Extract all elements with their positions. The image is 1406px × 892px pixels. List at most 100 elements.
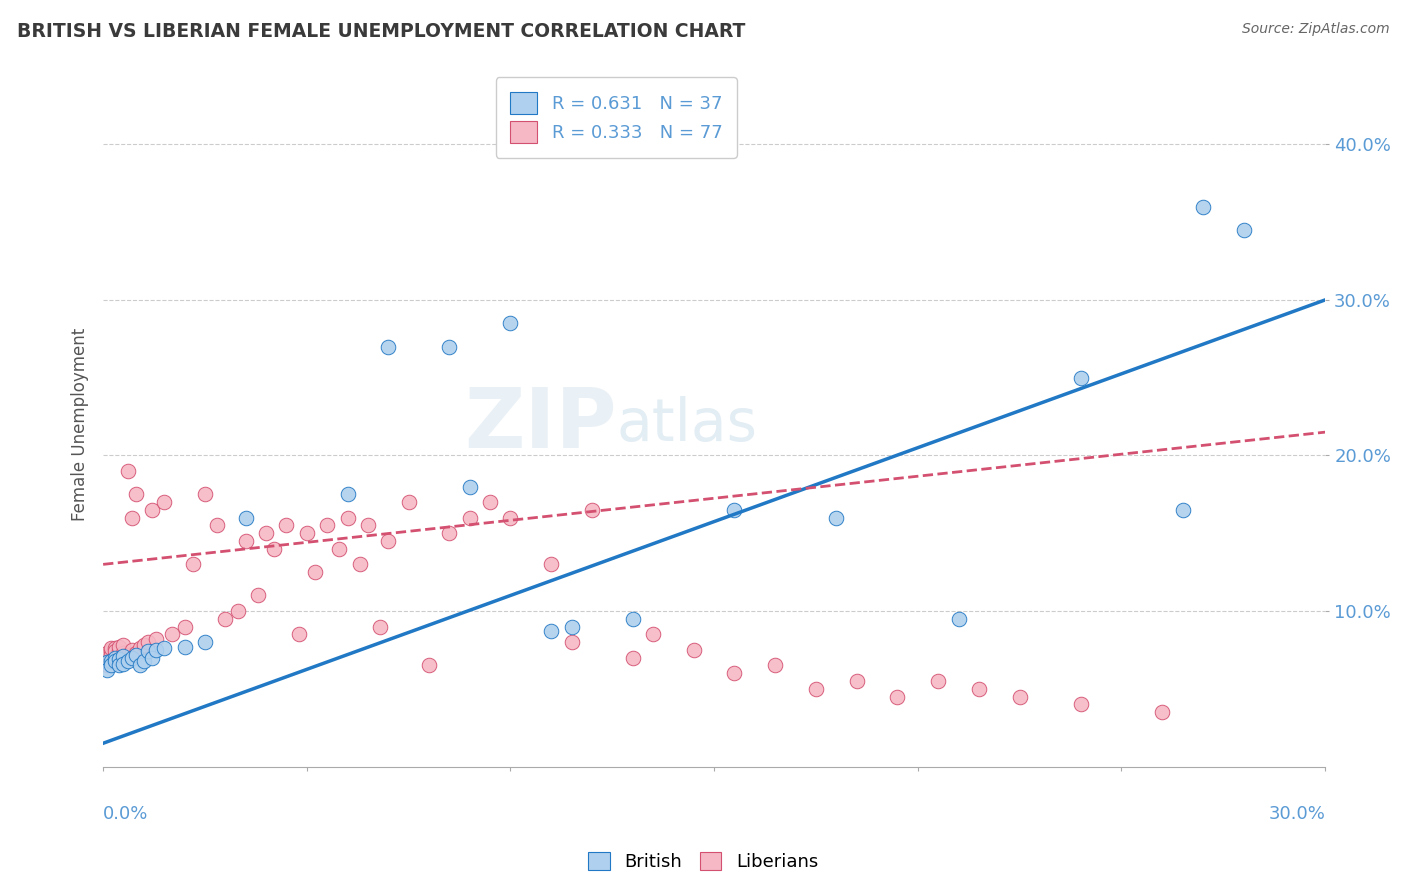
Point [173, 640, 195, 654]
Point [1070, 370, 1092, 384]
Point [235, 534, 257, 549]
Point [96, 663, 118, 677]
Point [173, 619, 195, 633]
Point [336, 487, 359, 501]
Point [100, 657, 122, 671]
Point [104, 649, 127, 664]
Point [263, 541, 285, 556]
Point [804, 681, 827, 696]
Point [499, 316, 522, 330]
Y-axis label: Female Unemployment: Female Unemployment [72, 327, 89, 521]
Point [479, 495, 502, 509]
Text: 0.0%: 0.0% [103, 805, 149, 823]
Point [276, 518, 298, 533]
Point [100, 643, 122, 657]
Point [1008, 690, 1031, 704]
Point [104, 644, 127, 658]
Point [845, 673, 868, 688]
Point [121, 650, 143, 665]
Point [235, 510, 257, 524]
Point [499, 510, 522, 524]
Point [108, 658, 131, 673]
Point [112, 646, 135, 660]
Text: atlas: atlas [616, 396, 758, 453]
Point [439, 340, 461, 354]
Point [100, 648, 122, 662]
Point [104, 654, 127, 668]
Point [336, 510, 359, 524]
Point [108, 644, 131, 658]
Point [246, 589, 269, 603]
Point [104, 650, 127, 665]
Point [368, 619, 391, 633]
Point [1233, 223, 1256, 237]
Point [194, 635, 217, 649]
Point [136, 635, 159, 649]
Point [121, 643, 143, 657]
Point [100, 658, 122, 673]
Point [125, 646, 148, 660]
Point [96, 646, 118, 660]
Point [967, 681, 990, 696]
Point [377, 340, 399, 354]
Point [723, 503, 745, 517]
Point [125, 648, 148, 662]
Point [121, 510, 143, 524]
Point [96, 658, 118, 673]
Point [295, 526, 318, 541]
Point [1070, 698, 1092, 712]
Point [128, 641, 150, 656]
Text: 30.0%: 30.0% [1268, 805, 1324, 823]
Point [226, 604, 249, 618]
Point [561, 635, 583, 649]
Point [540, 558, 562, 572]
Point [100, 654, 122, 668]
Point [104, 654, 127, 668]
Point [398, 495, 420, 509]
Point [141, 503, 163, 517]
Point [581, 503, 603, 517]
Point [128, 658, 150, 673]
Point [357, 518, 380, 533]
Point [948, 612, 970, 626]
Point [112, 638, 135, 652]
Point [304, 565, 326, 579]
Text: Source: ZipAtlas.com: Source: ZipAtlas.com [1241, 22, 1389, 37]
Legend: R = 0.631   N = 37, R = 0.333   N = 77: R = 0.631 N = 37, R = 0.333 N = 77 [496, 78, 737, 158]
Point [181, 558, 204, 572]
Point [108, 652, 131, 666]
Point [96, 654, 118, 668]
Legend: British, Liberians: British, Liberians [581, 845, 825, 879]
Point [287, 627, 309, 641]
Point [100, 641, 122, 656]
Point [108, 652, 131, 666]
Point [1192, 200, 1215, 214]
Point [104, 641, 127, 656]
Point [108, 640, 131, 654]
Point [162, 627, 184, 641]
Point [458, 480, 481, 494]
Point [96, 650, 118, 665]
Point [418, 658, 440, 673]
Point [825, 510, 848, 524]
Point [145, 632, 167, 646]
Point [145, 643, 167, 657]
Text: ZIP: ZIP [464, 384, 616, 465]
Point [132, 638, 155, 652]
Point [561, 619, 583, 633]
Point [117, 654, 139, 668]
Point [205, 518, 228, 533]
Point [377, 534, 399, 549]
Point [100, 654, 122, 668]
Point [927, 673, 949, 688]
Point [104, 648, 127, 662]
Point [96, 656, 118, 670]
Point [153, 641, 176, 656]
Point [125, 487, 148, 501]
Point [316, 518, 339, 533]
Point [328, 541, 350, 556]
Point [621, 650, 644, 665]
Point [132, 654, 155, 668]
Point [254, 526, 277, 541]
Point [141, 650, 163, 665]
